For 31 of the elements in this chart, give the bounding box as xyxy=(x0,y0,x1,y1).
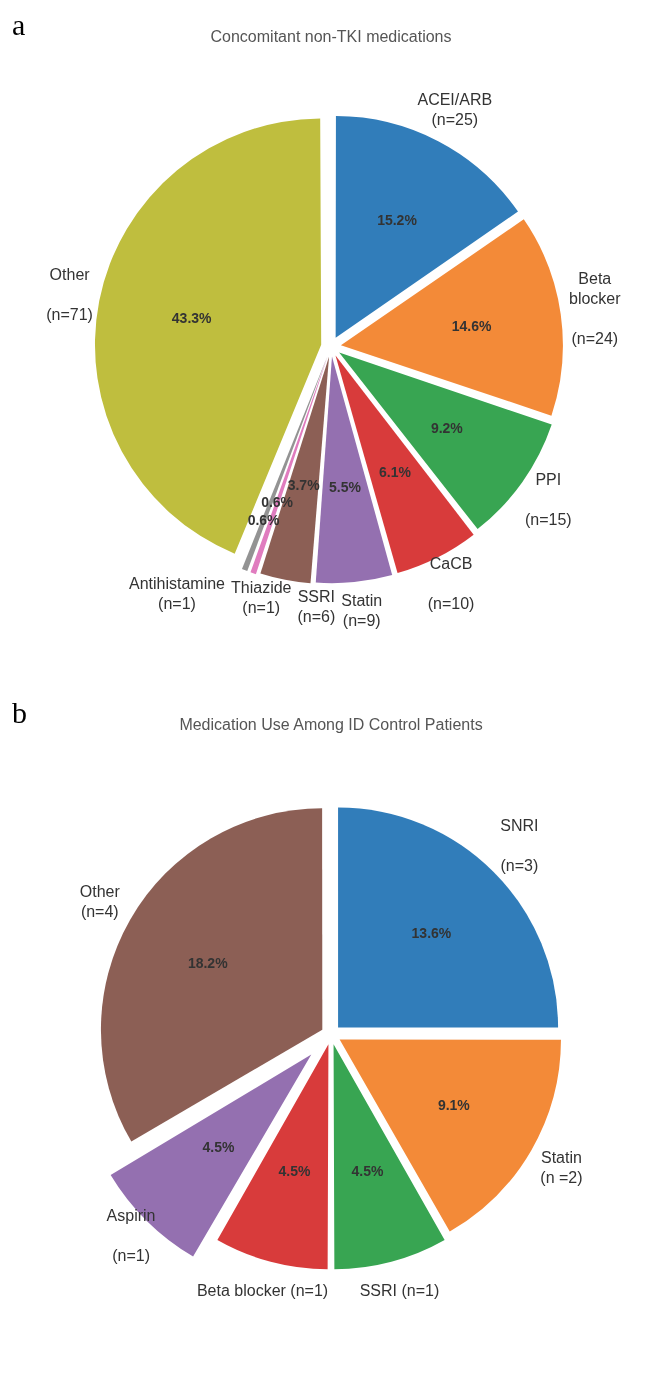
slice-label: Other (n=4) xyxy=(79,882,121,920)
slice-label: Beta blocker (n=1) xyxy=(196,1282,329,1300)
data-label: 4.5% xyxy=(202,1139,236,1156)
chart-title: Medication Use Among ID Control Patients xyxy=(179,716,483,734)
slice-label: Thiazide (n=1) xyxy=(231,578,292,616)
data-label: 9.1% xyxy=(437,1096,471,1113)
category-label: Other (n=71) xyxy=(46,265,93,323)
category-label: SNRI (n=3) xyxy=(500,816,539,874)
data-label: 0.6% xyxy=(261,494,294,511)
data-label: 4.5% xyxy=(351,1162,384,1179)
slice-label: SSRI (n=6) xyxy=(297,588,336,626)
data-label: 18.2% xyxy=(187,954,229,971)
slice-label: SSRI (n=1) xyxy=(359,1282,440,1300)
slice-label: Statin (n=9) xyxy=(341,592,383,630)
text: b xyxy=(12,695,27,729)
slice-label: Antihistamine (n=1) xyxy=(128,575,226,613)
chart-title: Concomitant non-TKI medications xyxy=(210,28,452,46)
data-label: 15.2% xyxy=(377,211,418,228)
data-label: 6.1% xyxy=(379,464,412,481)
data-label: 13.6% xyxy=(411,925,452,942)
category-label: Beta blocker (n=24) xyxy=(569,269,621,347)
data-label: 14.6% xyxy=(451,317,493,334)
data-label: 43.3% xyxy=(171,310,213,327)
data-label: 9.2% xyxy=(430,419,464,436)
text: a xyxy=(12,7,26,41)
slice-label: ACEI/ARB (n=25) xyxy=(417,91,493,129)
data-label: 5.5% xyxy=(329,478,362,495)
category-label: PPI (n=15) xyxy=(524,471,572,529)
data-label: 4.5% xyxy=(278,1162,312,1179)
slice-label: Statin (n =2) xyxy=(540,1148,583,1186)
category-label: CaCB (n=10) xyxy=(427,554,475,612)
